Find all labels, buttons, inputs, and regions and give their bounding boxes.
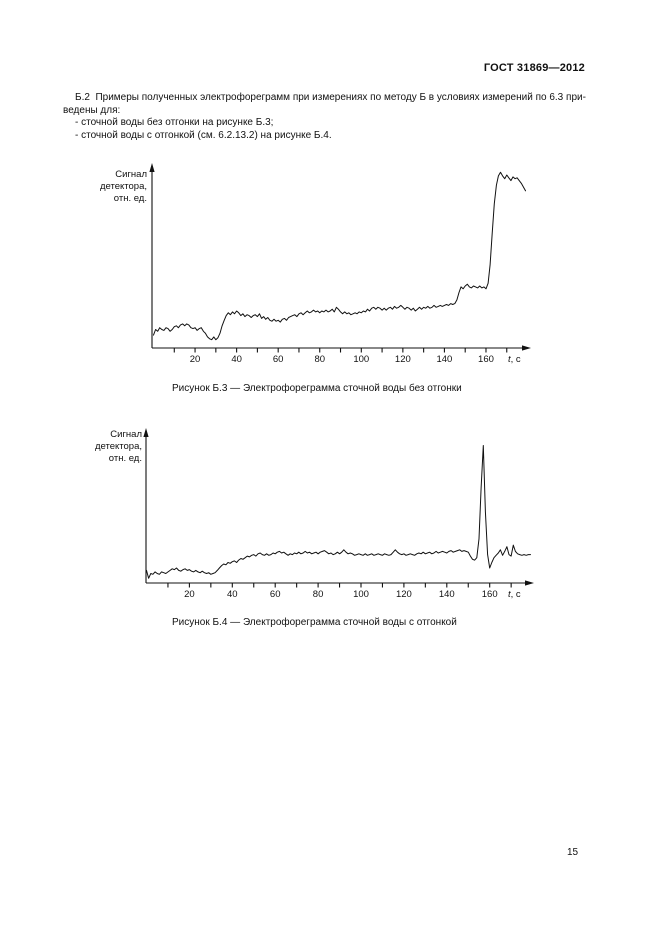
x-tick-label: 80 [313, 589, 324, 600]
x-axis-title: t, с [508, 354, 521, 365]
intro-text: Б.2 Примеры полученных электрофореграмм … [63, 92, 588, 142]
y-axis-title: Сигнал детектора, отн. ед. [100, 169, 147, 204]
page-number: 15 [567, 847, 579, 858]
x-axis-title: t, с [508, 589, 521, 600]
x-tick-label: 160 [482, 589, 498, 600]
list-item-b3: - сточной воды без отгонки на рисунке Б.… [75, 117, 274, 129]
signal-trace [146, 445, 531, 579]
x-tick-label: 40 [227, 589, 238, 600]
x-tick-label: 20 [190, 354, 201, 365]
y-axis-arrow-icon [149, 163, 155, 172]
figure-caption-b4: Рисунок Б.4 — Электрофореграмма сточной … [172, 617, 457, 628]
x-tick-label: 80 [314, 354, 325, 365]
list-item-b4: - сточной воды с отгонкой (см. 6.2.13.2)… [75, 129, 332, 141]
y-axis-arrow-icon [143, 428, 149, 437]
y-axis-title: Сигнал детектора, отн. ед. [95, 429, 142, 464]
x-tick-label: 120 [396, 589, 412, 600]
signal-trace [153, 171, 526, 341]
x-tick-label: 140 [436, 354, 452, 365]
x-tick-label: 60 [273, 354, 284, 365]
electropherogram-chart-b4: 20 40 60 80 100 120 140 160 t, с Сигнал детектора,… [95, 428, 534, 600]
x-tick-label: 160 [478, 354, 494, 365]
electropherogram-chart-b3: 20 40 60 80 100 120 140 160 t, с Сигнал детектора,… [100, 163, 531, 365]
x-tick-label: 20 [184, 589, 195, 600]
figure-caption-b3: Рисунок Б.3 — Электрофореграмма сточной … [172, 383, 462, 394]
x-tick-label: 60 [270, 589, 281, 600]
paragraph-line-1: Б.2 Примеры полученных электрофореграмм … [75, 92, 586, 103]
x-tick-label: 140 [439, 589, 455, 600]
x-tick-label: 100 [353, 354, 369, 365]
standard-number-header: ГОСТ 31869—2012 [483, 62, 585, 74]
x-axis-arrow-icon [522, 345, 531, 351]
x-tick-label: 40 [231, 354, 242, 365]
x-axis-arrow-icon [525, 580, 534, 586]
x-tick-label: 100 [353, 589, 369, 600]
x-tick-label: 120 [395, 354, 411, 365]
paragraph-line-2: ведены для: [63, 104, 121, 116]
